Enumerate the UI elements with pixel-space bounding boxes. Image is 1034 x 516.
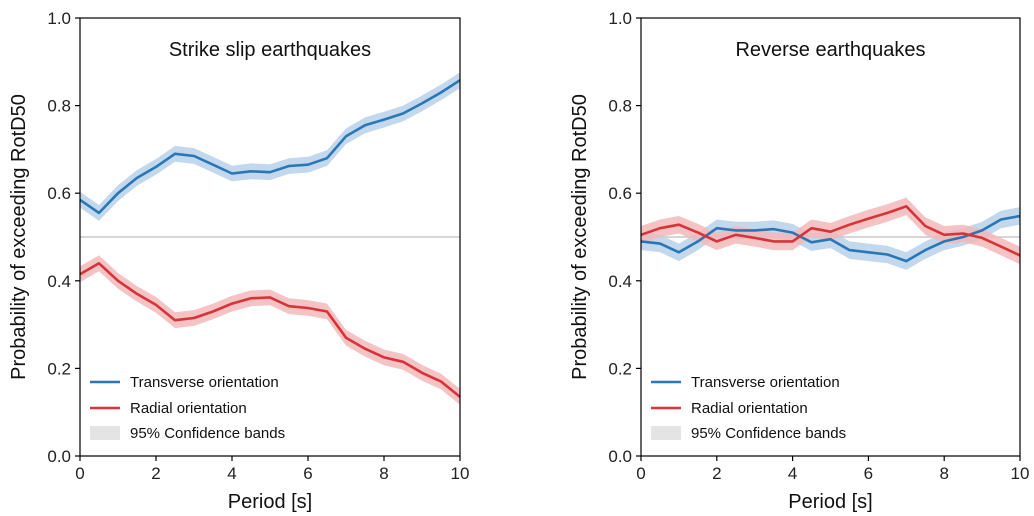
series-line-radial xyxy=(640,205,1021,257)
y-tick-label: 0.2 xyxy=(608,359,632,378)
y-tick-label: 0.6 xyxy=(47,184,71,203)
chart-title: Reverse earthquakes xyxy=(735,39,925,61)
x-tick-label: 0 xyxy=(75,464,84,483)
legend-label: 95% Confidence bands xyxy=(691,425,846,442)
y-tick-label: 0.0 xyxy=(47,447,71,466)
legend-label: Radial orientation xyxy=(691,400,808,417)
x-tick-label: 4 xyxy=(227,464,236,483)
panel-strike-slip: 0 2 4 6 8 10 0.0 0.2 0.4 0.6 0.8 1.0 Period [s] Proba… xyxy=(8,9,469,513)
x-axis-title: Period [s] xyxy=(788,491,872,513)
plot-frame xyxy=(79,17,461,457)
x-tick-label: 10 xyxy=(451,464,470,483)
series-line-transverse xyxy=(79,79,461,215)
x-tick-label: 2 xyxy=(151,464,160,483)
x-tick-label: 0 xyxy=(636,464,645,483)
confidence-band-transverse xyxy=(80,72,460,221)
x-tick-label: 2 xyxy=(712,464,721,483)
legend-label: 95% Confidence bands xyxy=(130,425,285,442)
series-line-transverse xyxy=(640,214,1021,263)
y-tick-label: 0.4 xyxy=(47,272,71,291)
y-tick-label: 1.0 xyxy=(608,9,632,28)
series-line-radial xyxy=(79,262,461,398)
y-tick-label: 0.4 xyxy=(608,272,632,291)
legend-label: Transverse orientation xyxy=(130,374,279,391)
y-tick-label: 0.2 xyxy=(47,359,71,378)
y-tick-label: 0.8 xyxy=(47,97,71,116)
legend-swatch-band xyxy=(651,426,681,440)
x-axis-title: Period [s] xyxy=(228,491,312,513)
x-tick-label: 4 xyxy=(788,464,797,483)
plot-frame xyxy=(640,17,1021,457)
x-tick-label: 10 xyxy=(1011,464,1030,483)
x-tick-label: 6 xyxy=(864,464,873,483)
y-axis-title: Probability of exceeding RotD50 xyxy=(8,94,30,380)
legend-swatch-band xyxy=(90,426,120,440)
y-axis-title: Probability of exceeding RotD50 xyxy=(569,94,591,380)
x-tick-label: 8 xyxy=(379,464,388,483)
y-tick-label: 0.6 xyxy=(608,184,632,203)
legend-label: Transverse orientation xyxy=(691,374,840,391)
x-tick-label: 8 xyxy=(939,464,948,483)
legend-label: Radial orientation xyxy=(130,400,247,417)
y-tick-label: 1.0 xyxy=(47,9,71,28)
panel-reverse: 0 2 4 6 8 10 0.0 0.2 0.4 0.6 0.8 1.0 Period [s] Proba… xyxy=(569,9,1029,513)
y-tick-label: 0.8 xyxy=(608,97,632,116)
y-tick-label: 0.0 xyxy=(608,447,632,466)
x-tick-label: 6 xyxy=(303,464,312,483)
chart-title: Strike slip earthquakes xyxy=(169,39,371,61)
